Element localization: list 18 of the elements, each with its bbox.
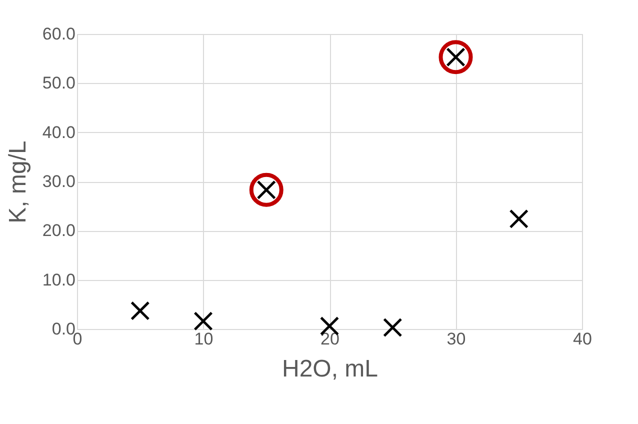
point	[194, 312, 213, 331]
y-tick-label: 40.0	[42, 122, 76, 142]
point	[509, 209, 528, 228]
y-tick-label: 50.0	[42, 74, 76, 93]
y-tick-label: 10.0	[42, 270, 76, 290]
point	[130, 301, 150, 320]
y-tick-label: 20.0	[42, 221, 76, 240]
y-axis-title: K, mg/L	[4, 140, 32, 224]
y-tick-label: 60.0	[42, 24, 76, 44]
x-tick-label: 10	[194, 330, 214, 348]
y-tick-label: 30.0	[42, 172, 76, 191]
point	[438, 40, 473, 74]
x-tick-label: 30	[446, 330, 466, 348]
point	[383, 318, 402, 338]
point	[249, 172, 284, 207]
x-tick-label: 20	[320, 330, 340, 348]
x-tick-label: 40	[573, 330, 592, 348]
x-axis-title: H2O, mL	[282, 356, 378, 382]
